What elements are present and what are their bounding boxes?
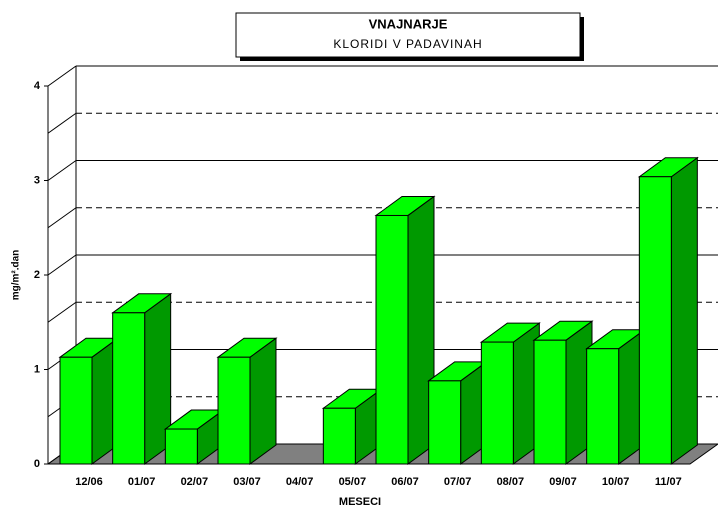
chart-subtitle: KLORIDI V PADAVINAH (333, 37, 482, 51)
bar (375, 214, 409, 465)
bar (164, 428, 198, 465)
y-tick-label: 2 (34, 269, 40, 281)
x-tick-label: 05/07 (339, 476, 367, 488)
x-axis-label: MESECI (339, 496, 381, 508)
bar (322, 407, 356, 465)
wall-line (47, 254, 77, 276)
title-box (235, 12, 581, 58)
y-tick-label: 3 (34, 174, 40, 186)
x-tick-label: 02/07 (181, 476, 209, 488)
x-tick-label: 11/07 (655, 476, 682, 488)
bar-side (670, 156, 698, 465)
wall-line (47, 160, 77, 181)
x-tick-label: 01/07 (128, 476, 156, 488)
x-tick-label: 06/07 (391, 476, 419, 488)
x-tick-label: 12/06 (75, 476, 103, 488)
x-tick-label: 10/07 (602, 476, 630, 488)
title-shadow (580, 17, 584, 61)
bar (586, 348, 620, 465)
bar (480, 341, 514, 465)
y-axis-label: mg/m².dan (11, 250, 22, 301)
wall-line (47, 65, 77, 87)
x-tick-label: 03/07 (233, 476, 261, 488)
minor-wall-line (47, 112, 77, 134)
x-tick-label: 04/07 (286, 476, 314, 488)
minor-wall-line (47, 207, 77, 229)
x-tick-label: 08/07 (497, 476, 525, 488)
bar (112, 312, 146, 465)
x-tick-label: 07/07 (444, 476, 472, 488)
bar (217, 356, 251, 465)
bar (533, 339, 567, 465)
minor-wall-line (47, 301, 77, 323)
y-tick-label: 4 (34, 80, 41, 92)
bar-side (249, 337, 277, 465)
chart-title: VNAJNARJE (369, 16, 448, 31)
bar (638, 176, 672, 465)
bar (59, 356, 93, 465)
x-tick-label: 09/07 (549, 476, 577, 488)
bar (428, 380, 462, 465)
y-tick-label: 0 (34, 458, 40, 470)
title-shadow (240, 57, 584, 61)
y-tick-label: 1 (34, 363, 40, 375)
